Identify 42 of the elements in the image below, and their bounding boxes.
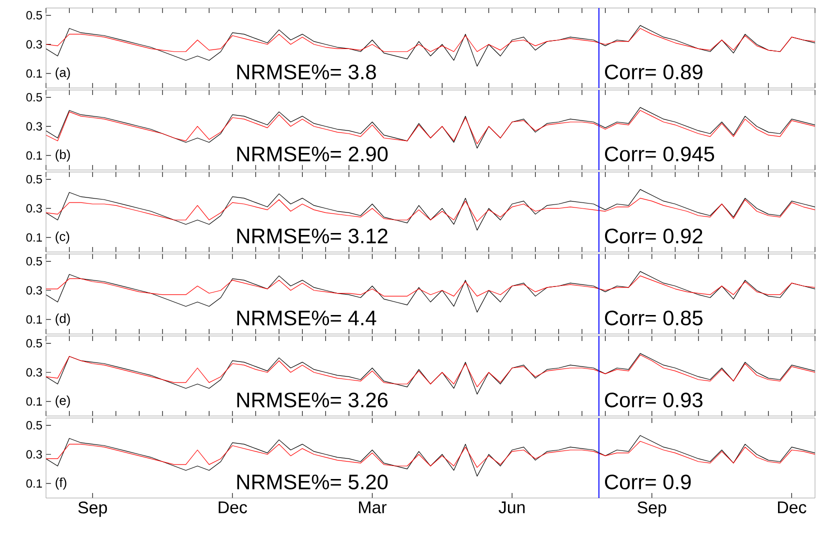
annotation: Corr= 0.9 <box>605 474 691 490</box>
y-tick-label: 0.5 <box>26 421 42 430</box>
y-tick-label: 0.5 <box>26 339 42 348</box>
annotation: Corr= 0.945 <box>605 146 714 162</box>
annotation: NRMSE%= 2.90 <box>237 146 388 162</box>
y-tick-label: 0.1 <box>26 233 42 242</box>
y-tick-label: 0.1 <box>26 151 42 160</box>
x-tick-label: Dec <box>778 502 806 514</box>
y-tick-label: 0.5 <box>26 93 42 102</box>
annotation: (a) <box>56 68 70 80</box>
y-tick-label: 0.3 <box>26 40 42 49</box>
y-tick-label: 0.5 <box>26 175 42 184</box>
annotation: (e) <box>56 396 70 408</box>
y-tick-label: 0.1 <box>26 69 42 78</box>
annotation: NRMSE%= 5.20 <box>237 474 388 490</box>
y-tick-label: 0.1 <box>26 315 42 324</box>
x-tick-label: Sep <box>638 502 666 517</box>
y-tick-label: 0.5 <box>26 11 42 20</box>
annotation: NRMSE%= 3.12 <box>237 228 388 244</box>
y-tick-label: 0.3 <box>26 286 42 295</box>
x-tick-label: Sep <box>78 502 107 517</box>
y-tick-label: 0.3 <box>26 122 42 131</box>
annotation: NRMSE%= 3.8 <box>237 64 376 80</box>
x-tick-label: Dec <box>218 502 248 514</box>
y-tick-label: 0.5 <box>26 257 42 266</box>
annotation: Corr= 0.85 <box>605 310 702 326</box>
annotation: (b) <box>56 150 70 162</box>
annotation: NRMSE%= 3.26 <box>237 392 388 408</box>
x-tick-label: Mar <box>359 502 387 514</box>
annotation: (d) <box>56 314 70 326</box>
y-tick-label: 0.3 <box>26 204 42 213</box>
annotation: (c) <box>56 232 70 244</box>
y-tick-label: 0.3 <box>26 368 42 377</box>
y-tick-label: 0.3 <box>26 450 42 459</box>
annotation: Corr= 0.89 <box>605 64 702 80</box>
y-tick-label: 0.1 <box>26 397 42 406</box>
x-tick-label: Jun <box>498 502 525 514</box>
y-tick-label: 0.1 <box>26 479 42 488</box>
annotation: Corr= 0.92 <box>605 228 702 244</box>
annotation: Corr= 0.93 <box>605 392 702 408</box>
annotation: (f) <box>56 478 66 490</box>
annotation: NRMSE%= 4.4 <box>237 310 376 326</box>
